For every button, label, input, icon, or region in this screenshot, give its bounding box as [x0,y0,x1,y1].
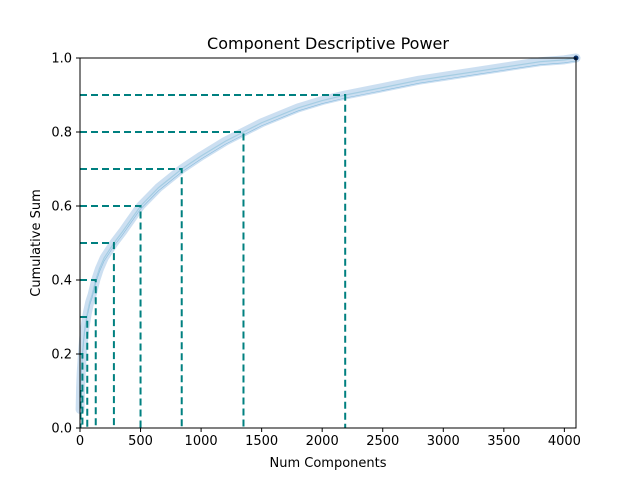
x-axis-label: Num Components [269,456,386,471]
x-tick-label: 0 [76,434,84,449]
y-tick-label: 0.2 [51,348,72,363]
x-tick-label: 4000 [548,434,581,449]
cumulative-sum-band [80,58,576,410]
x-tick-label: 1500 [245,434,278,449]
y-tick-label: 0.0 [51,422,72,437]
x-tick-label: 1000 [185,434,218,449]
x-tick-label: 2500 [366,434,399,449]
y-tick-label: 0.8 [51,126,72,141]
y-axis-label: Cumulative Sum [29,189,44,297]
x-tick-label: 2000 [306,434,339,449]
y-axis-ticks: 0.0 0.2 0.4 0.6 0.8 1.0 [51,52,80,437]
x-axis-ticks: 0 500 1000 1500 2000 2500 3000 3500 4000 [76,428,581,449]
y-tick-label: 1.0 [51,52,72,67]
x-tick-label: 3000 [427,434,460,449]
plot-area [80,56,578,413]
x-tick-label: 500 [128,434,153,449]
chart-title: Component Descriptive Power [207,34,449,53]
threshold-line [80,132,243,428]
y-tick-label: 0.6 [51,200,72,215]
x-tick-label: 3500 [487,434,520,449]
y-tick-label: 0.4 [51,274,72,289]
axes-frame [80,58,576,428]
cumulative-sum-edge [80,61,576,413]
cumulative-sum-line [80,58,576,410]
